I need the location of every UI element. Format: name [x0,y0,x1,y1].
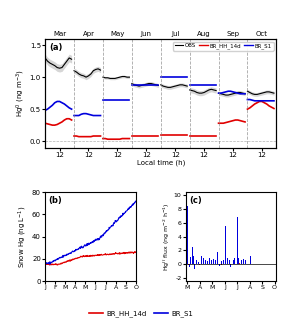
Bar [253,260,254,264]
Bar [201,256,202,264]
Legend: OBS, BR_HH_14d, BR_S1: OBS, BR_HH_14d, BR_S1 [173,42,274,51]
Bar [223,260,224,264]
Bar [250,256,251,264]
Bar [247,261,248,264]
Bar [211,260,212,264]
Bar [225,226,226,264]
Bar [249,197,250,264]
Bar [234,258,235,264]
Bar [198,262,199,264]
Bar [192,247,193,264]
Y-axis label: Hg$^0$ (ng m$^{-3}$): Hg$^0$ (ng m$^{-3}$) [15,69,27,117]
Text: (a): (a) [50,43,63,52]
Bar [217,252,218,264]
Bar [227,258,228,264]
X-axis label: Local time (h): Local time (h) [136,159,185,166]
Bar [238,258,239,264]
Bar [189,264,190,267]
Legend: BR_HH_14d, BR_S1: BR_HH_14d, BR_S1 [86,307,196,319]
Bar [213,259,214,264]
Bar [229,260,230,264]
Bar [188,264,189,265]
Bar [245,260,246,264]
Bar [221,264,222,265]
Bar [221,261,222,264]
Y-axis label: Hg$^{II}$ flux (ng m$^{-2}$ h$^{-1}$): Hg$^{II}$ flux (ng m$^{-2}$ h$^{-1}$) [162,202,172,271]
Bar [187,206,188,264]
Y-axis label: Snow Hg (ng L$^{-1}$): Snow Hg (ng L$^{-1}$) [17,205,29,268]
Bar [219,264,220,266]
Bar [205,260,206,264]
Bar [193,256,194,264]
Bar [251,263,252,264]
Bar [243,259,244,264]
Text: (c): (c) [189,196,202,204]
Bar [203,258,204,264]
Bar [194,264,195,269]
Bar [196,260,197,264]
Bar [207,261,208,264]
Bar [190,257,191,264]
Bar [209,258,210,264]
Bar [215,260,216,264]
Bar [230,264,231,266]
Bar [199,264,200,265]
Text: (b): (b) [49,196,63,204]
